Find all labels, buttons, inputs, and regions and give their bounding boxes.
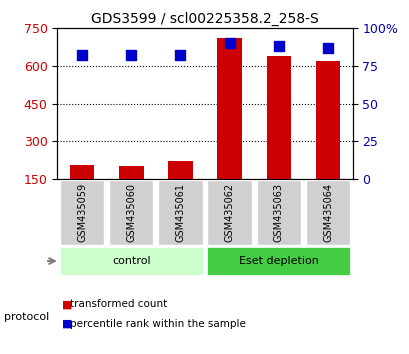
- Text: percentile rank within the sample: percentile rank within the sample: [70, 319, 245, 329]
- Text: GSM435063: GSM435063: [273, 183, 283, 242]
- Point: [79, 53, 85, 58]
- Text: transformed count: transformed count: [70, 299, 166, 309]
- Bar: [315, 61, 339, 179]
- FancyBboxPatch shape: [60, 247, 202, 275]
- Title: GDS3599 / scl00225358.2_258-S: GDS3599 / scl00225358.2_258-S: [91, 12, 318, 26]
- Text: GSM435060: GSM435060: [126, 183, 136, 242]
- Bar: [266, 56, 290, 179]
- Bar: [168, 161, 192, 179]
- Bar: [119, 166, 143, 179]
- Text: ■: ■: [61, 299, 72, 309]
- Text: GSM435059: GSM435059: [77, 183, 87, 242]
- Bar: [70, 165, 94, 179]
- FancyBboxPatch shape: [60, 180, 104, 245]
- FancyBboxPatch shape: [207, 247, 349, 275]
- Point: [177, 53, 183, 58]
- FancyBboxPatch shape: [256, 180, 300, 245]
- Text: ■: ■: [61, 319, 72, 329]
- Text: GSM435061: GSM435061: [175, 183, 185, 242]
- Text: control: control: [112, 256, 150, 266]
- Text: GSM435064: GSM435064: [322, 183, 332, 242]
- FancyBboxPatch shape: [305, 180, 349, 245]
- Point: [324, 45, 330, 51]
- Point: [128, 53, 134, 58]
- Point: [275, 44, 281, 49]
- Text: Eset depletion: Eset depletion: [238, 256, 318, 266]
- FancyBboxPatch shape: [207, 180, 251, 245]
- FancyBboxPatch shape: [109, 180, 153, 245]
- Point: [226, 41, 232, 46]
- FancyBboxPatch shape: [158, 180, 202, 245]
- Bar: [217, 38, 241, 179]
- Text: protocol: protocol: [4, 312, 49, 322]
- Text: GSM435062: GSM435062: [224, 183, 234, 242]
